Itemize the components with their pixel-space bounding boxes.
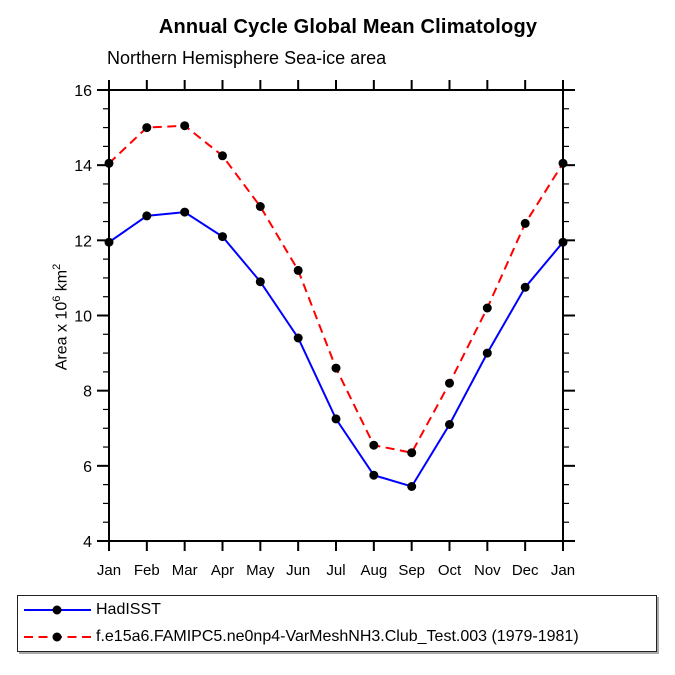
data-point-marker: [331, 363, 341, 373]
data-point-marker: [142, 123, 152, 133]
data-point-marker: [445, 378, 454, 388]
y-tick-label: 16: [74, 83, 92, 100]
data-point-marker: [482, 348, 492, 358]
y-tick-label: 4: [83, 534, 92, 551]
x-tick-label: Jun: [286, 562, 310, 579]
data-point-marker: [180, 207, 190, 217]
legend-sample-solid-line: [24, 605, 91, 615]
data-point-marker: [520, 218, 530, 228]
y-axis-ticks: [97, 89, 575, 542]
x-tick-label: Nov: [474, 562, 501, 579]
plot-frame: [108, 89, 564, 542]
data-point-marker: [482, 303, 492, 313]
x-tick-label: Apr: [211, 562, 234, 579]
data-point-marker: [255, 277, 265, 287]
x-tick-label: Feb: [134, 562, 160, 579]
x-tick-label: Mar: [172, 562, 198, 579]
data-point-marker: [142, 211, 152, 221]
data-point-marker: [369, 440, 379, 450]
legend-sample-marker: [52, 605, 62, 615]
data-point-marker: [520, 282, 530, 292]
series-line: [108, 211, 564, 488]
data-point-marker: [407, 482, 417, 491]
series-hadisst: [104, 207, 568, 491]
data-point-marker: [331, 414, 341, 424]
data-point-marker: [445, 420, 454, 429]
data-point-marker: [104, 237, 114, 247]
x-tick-label: Jul: [326, 562, 345, 579]
x-tick-label: May: [246, 562, 275, 579]
x-tick-label: Oct: [438, 562, 462, 579]
axes: [97, 80, 575, 551]
legend-item-hadisst: HadISST: [18, 598, 656, 623]
y-tick-label: 8: [83, 384, 92, 401]
data-point-marker: [104, 158, 114, 168]
legend-label-model-run: f.e15a6.FAMIPC5.ne0np4-VarMeshNH3.Club_T…: [96, 627, 579, 645]
legend-label-hadisst: HadISST: [96, 601, 161, 619]
y-tick-label: 10: [74, 309, 92, 326]
x-tick-label: Jan: [551, 562, 575, 579]
chart-title: Annual Cycle Global Mean Climatology: [158, 16, 538, 38]
series-model-run: [104, 121, 568, 458]
x-axis-ticks: [108, 80, 564, 551]
x-tick-label: Aug: [360, 562, 387, 579]
legend-item-model-run: f.e15a6.FAMIPC5.ne0np4-VarMeshNH3.Club_T…: [18, 624, 656, 649]
chart-subtitle: Northern Hemisphere Sea-ice area: [107, 48, 387, 68]
data-point-marker: [293, 333, 303, 343]
x-tick-label: Jan: [97, 562, 121, 579]
y-tick-label: 12: [74, 233, 92, 250]
data-point-marker: [369, 470, 379, 480]
tick-labels: 4 6 8 10 12 14 16 Jan Feb Mar Apr May Jun Jul Aug Sep Oc…: [74, 83, 575, 579]
x-tick-label: Sep: [398, 562, 425, 579]
data-point-marker: [180, 121, 190, 131]
legend-box: HadISST f.e15a6.FAMIPC5.ne0np4-VarMeshNH…: [17, 595, 657, 652]
data-point-marker: [218, 151, 227, 161]
series-line: [108, 124, 564, 454]
data-point-marker: [558, 237, 568, 247]
legend-sample-marker: [52, 632, 62, 642]
y-tick-label: 6: [83, 459, 92, 476]
data-point-marker: [558, 158, 568, 168]
data-point-marker: [407, 448, 417, 458]
data-point-marker: [218, 232, 227, 242]
data-point-marker: [293, 265, 303, 275]
legend-sample-dashed-line: [24, 632, 91, 642]
y-tick-label: 14: [74, 158, 92, 175]
x-tick-label: Dec: [512, 562, 539, 579]
data-point-marker: [255, 202, 265, 211]
